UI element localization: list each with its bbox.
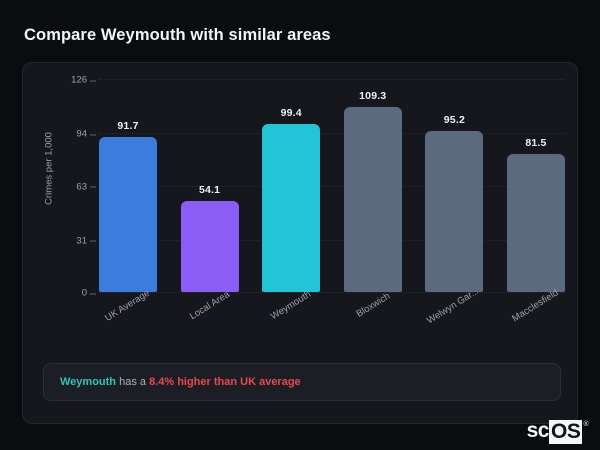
comparison-card: Crimes per 1,000 0 31 63 94 126 91.7 UK Avera… [22, 62, 578, 424]
x-axis-category-label: Bloxwich [354, 290, 392, 320]
bar-item[interactable]: 54.1 Local Area [180, 79, 239, 322]
bar-rect[interactable] [506, 154, 565, 292]
bar-value-label: 54.1 [198, 183, 221, 196]
plot-area: 0 31 63 94 126 91.7 UK Average 54.1 Local Area 9… [71, 75, 565, 326]
y-axis-title: Crimes per 1,000 [43, 132, 55, 205]
gridline: 31 [76, 235, 565, 246]
logo-text-os: OS [548, 420, 583, 444]
gridline: 63 [76, 181, 565, 192]
bar-rect[interactable] [99, 136, 157, 292]
bar-value-label: 81.5 [525, 137, 547, 150]
bar-item[interactable]: 81.5 Macclesfield [506, 79, 565, 324]
bar-value-label: 99.4 [280, 106, 302, 119]
comparison-note: Weymouth has a 8.4% higher than UK avera… [43, 363, 561, 401]
bar-value-label: 95.2 [443, 114, 465, 127]
bar-rect[interactable] [425, 131, 484, 292]
gridline: 126 [71, 75, 565, 86]
y-axis-tick-label: 31 [76, 235, 99, 246]
note-middle-text: has a [116, 376, 150, 388]
bar-series: 91.7 UK Average 54.1 Local Area 99.4 Weymouth… [99, 79, 565, 326]
y-axis-tick-label: 0 [82, 288, 99, 299]
bar-rect[interactable] [262, 123, 321, 292]
bar-rect[interactable] [343, 107, 402, 292]
logo-text-sc: sc [526, 419, 550, 442]
bar-item[interactable]: 91.7 UK Average [99, 79, 157, 324]
note-area-name: Weymouth [60, 376, 117, 388]
x-axis-category-label: UK Average [103, 287, 152, 324]
gridline: 94 [76, 129, 565, 140]
bar-item[interactable]: 99.4 Weymouth [262, 79, 321, 322]
y-axis-tick-label: 63 [76, 181, 99, 192]
y-axis-tick-label: 94 [76, 129, 99, 140]
bar-rect[interactable] [180, 200, 239, 292]
bar-item[interactable]: 95.2 Welwyn Gar... [425, 79, 484, 326]
y-axis-tick-label: 126 [71, 75, 99, 86]
registered-trademark-icon: ® [583, 421, 588, 428]
gridline: 0 [82, 288, 565, 299]
scos-logo: sc OS ® [527, 420, 588, 444]
page-title: Compare Weymouth with similar areas [24, 26, 331, 44]
x-axis-category-label: Local Area [187, 289, 232, 323]
bar-value-label: 109.3 [359, 90, 387, 103]
bar-chart: Crimes per 1,000 0 31 63 94 126 91.7 UK Avera… [23, 63, 579, 326]
note-comparison-text: 8.4% higher than UK average [149, 376, 301, 388]
bar-item[interactable]: 109.3 Bloxwich [343, 79, 402, 320]
x-axis-category-label: Weymouth [268, 288, 314, 323]
bar-value-label: 91.7 [117, 119, 139, 132]
